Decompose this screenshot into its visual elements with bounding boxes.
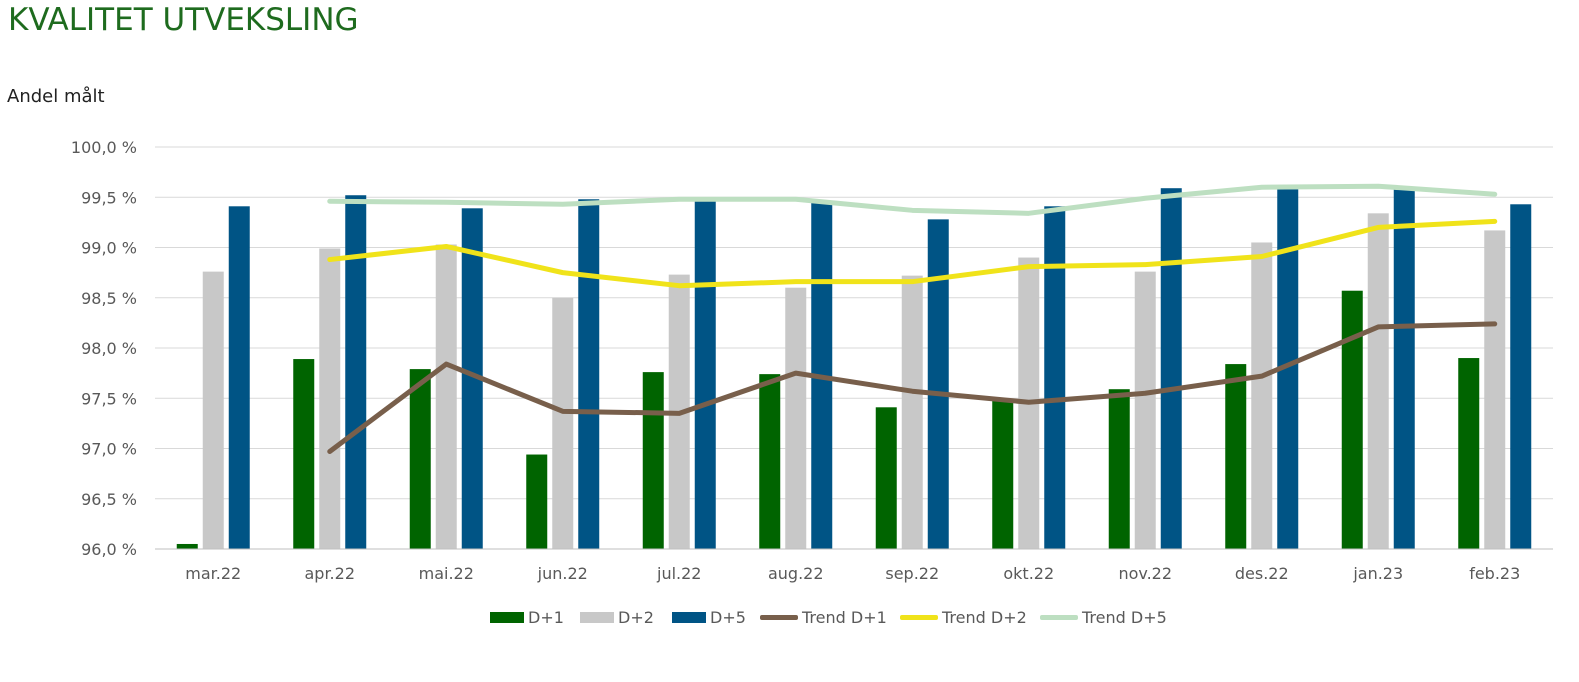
bar-d-5-jul-22 bbox=[694, 198, 716, 549]
line-trend-d-5 bbox=[327, 183, 1498, 216]
bar-d-2-nov-22 bbox=[1134, 271, 1156, 549]
x-tick-label: jun.22 bbox=[537, 564, 588, 583]
bar-d-2-des-22 bbox=[1251, 242, 1273, 549]
bar-d-5-nov-22 bbox=[1160, 188, 1182, 549]
legend-item-d-5: D+5 bbox=[672, 608, 746, 627]
legend-swatch bbox=[580, 612, 614, 623]
x-tick-label: nov.22 bbox=[1118, 564, 1172, 583]
legend-label: D+2 bbox=[618, 608, 654, 627]
bar-d-2-apr-22 bbox=[319, 248, 341, 549]
x-tick-label: jan.23 bbox=[1352, 564, 1403, 583]
y-tick-label: 99,0 % bbox=[81, 239, 137, 258]
x-tick-label: des.22 bbox=[1235, 564, 1289, 583]
legend-item-trend-d-1: Trend D+1 bbox=[760, 608, 887, 627]
legend-item-trend-d-5: Trend D+5 bbox=[1040, 608, 1167, 627]
x-tick-label: feb.23 bbox=[1469, 564, 1520, 583]
bar-d-2-feb-23 bbox=[1484, 230, 1506, 550]
legend-item-d-2: D+2 bbox=[580, 608, 654, 627]
y-tick-label: 96,5 % bbox=[81, 490, 137, 509]
bar-d-1-okt-22 bbox=[992, 399, 1014, 549]
bar-d-5-sep-22 bbox=[927, 219, 949, 550]
legend-swatch bbox=[672, 612, 706, 623]
legend: D+1 D+2 D+5 Trend D+1 Trend D+2 Trend D+5 bbox=[0, 608, 1579, 634]
chart-title: KVALITET UTVEKSLING bbox=[8, 2, 359, 38]
bar-d-1-feb-23 bbox=[1458, 358, 1480, 549]
legend-label: D+1 bbox=[528, 608, 564, 627]
legend-swatch bbox=[490, 612, 524, 623]
legend-swatch bbox=[1040, 615, 1078, 620]
bar-d-1-nov-22 bbox=[1108, 389, 1130, 549]
bar-d-5-mai-22 bbox=[461, 208, 483, 549]
y-tick-label: 98,0 % bbox=[81, 339, 137, 358]
x-tick-label: sep.22 bbox=[885, 564, 939, 583]
bar-d-5-feb-23 bbox=[1510, 204, 1532, 549]
y-tick-label: 96,0 % bbox=[81, 540, 137, 559]
legend-label: Trend D+5 bbox=[1082, 608, 1167, 627]
y-tick-label: 99,5 % bbox=[81, 188, 137, 207]
chart-subtitle: Andel målt bbox=[7, 86, 105, 107]
bar-d-1-apr-22 bbox=[293, 359, 315, 549]
line-trend-d-1 bbox=[327, 321, 1498, 455]
y-axis: 96,0 % 96,5 % 97,0 % 97,5 % 98,0 % 98,5 % 99,0… bbox=[71, 138, 137, 559]
x-tick-label: jul.22 bbox=[656, 564, 701, 583]
bar-d-1-des-22 bbox=[1225, 364, 1247, 549]
y-tick-label: 100,0 % bbox=[71, 138, 137, 157]
legend-swatch bbox=[900, 615, 938, 620]
bar-d-5-jan-23 bbox=[1393, 188, 1415, 549]
bar-d-1-sep-22 bbox=[875, 407, 897, 549]
legend-label: Trend D+1 bbox=[802, 608, 887, 627]
y-tick-label: 97,5 % bbox=[81, 389, 137, 408]
bar-d-2-mai-22 bbox=[435, 244, 457, 550]
bar-d-5-apr-22 bbox=[345, 195, 367, 550]
trend-lines-layer bbox=[327, 183, 1498, 455]
line-trend-d-2 bbox=[327, 218, 1498, 289]
y-tick-label: 97,0 % bbox=[81, 440, 137, 459]
bar-d-2-aug-22 bbox=[785, 287, 807, 549]
bar-d-1-mai-22 bbox=[409, 369, 431, 549]
legend-label: Trend D+2 bbox=[942, 608, 1027, 627]
x-tick-label: mai.22 bbox=[419, 564, 474, 583]
legend-item-trend-d-2: Trend D+2 bbox=[900, 608, 1027, 627]
bar-d-1-jul-22 bbox=[642, 372, 664, 549]
legend-item-d-1: D+1 bbox=[490, 608, 564, 627]
bar-d-1-aug-22 bbox=[759, 374, 781, 549]
bar-d-1-mar-22 bbox=[176, 543, 198, 549]
bar-d-5-jun-22 bbox=[578, 199, 600, 549]
bar-d-5-okt-22 bbox=[1044, 206, 1066, 550]
bar-d-1-jun-22 bbox=[526, 454, 548, 549]
bar-d-1-jan-23 bbox=[1341, 290, 1363, 549]
x-tick-label: mar.22 bbox=[185, 564, 241, 583]
x-axis: mar.22 apr.22 mai.22 jun.22 jul.22 aug.22 sep.… bbox=[155, 548, 1553, 583]
y-tick-label: 98,5 % bbox=[81, 289, 137, 308]
bar-d-2-sep-22 bbox=[901, 275, 923, 549]
bar-d-2-jan-23 bbox=[1367, 213, 1389, 549]
x-tick-label: okt.22 bbox=[1003, 564, 1054, 583]
legend-swatch bbox=[760, 615, 798, 620]
bars-layer bbox=[176, 188, 1532, 550]
bar-d-2-jun-22 bbox=[552, 297, 574, 549]
x-tick-label: aug.22 bbox=[768, 564, 824, 583]
bar-d-5-des-22 bbox=[1277, 189, 1299, 549]
legend-label: D+5 bbox=[710, 608, 746, 627]
x-tick-label: apr.22 bbox=[304, 564, 355, 583]
bar-d-2-mar-22 bbox=[202, 271, 224, 549]
bar-d-5-mar-22 bbox=[228, 206, 250, 550]
